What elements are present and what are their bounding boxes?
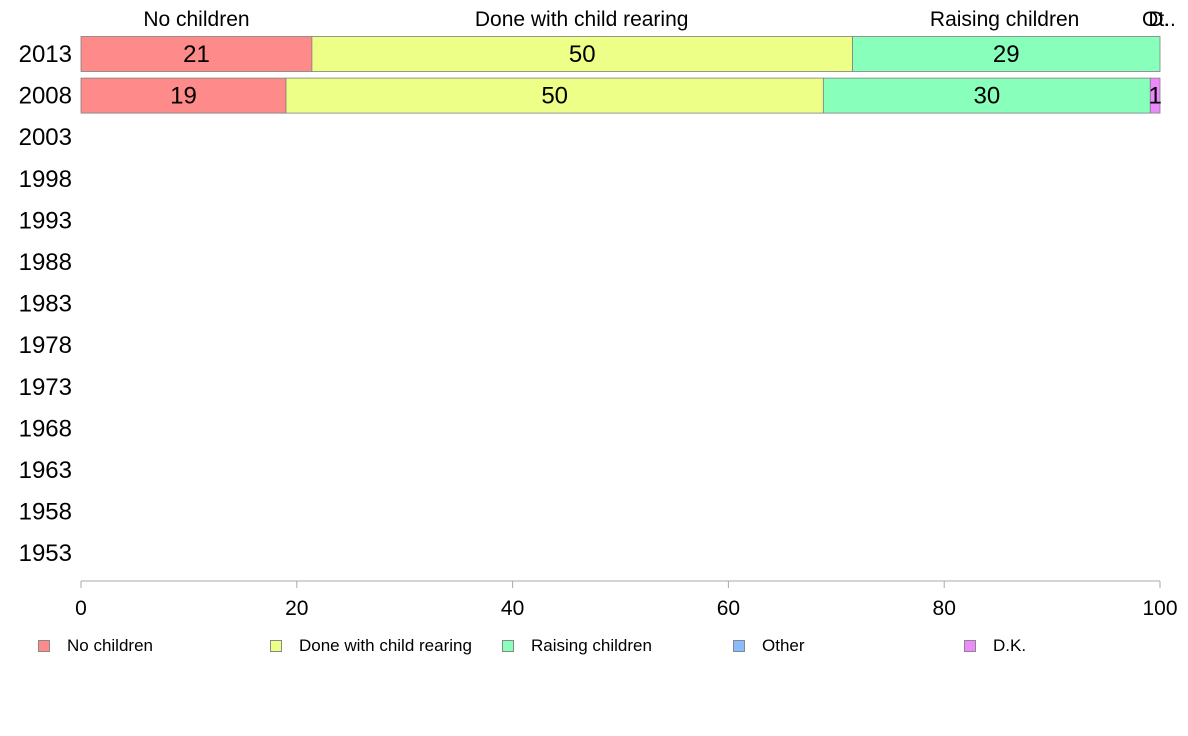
x-tick-label: 100 <box>1142 597 1177 620</box>
category-label: 1978 <box>19 332 72 359</box>
x-tick-label: 20 <box>285 597 308 620</box>
legend-label: D.K. <box>993 636 1027 655</box>
bar-segment <box>311 36 853 72</box>
data-label: 19 <box>170 83 197 110</box>
bar-segment <box>852 36 1161 72</box>
legend-swatch-other <box>733 640 745 652</box>
category-label: 1958 <box>19 499 72 526</box>
category-label: 1988 <box>19 249 72 276</box>
category-label: 1963 <box>19 457 72 484</box>
legend-item-no-children: No children <box>38 636 153 656</box>
category-label: 1953 <box>19 540 72 567</box>
legend-label: Raising children <box>531 636 652 655</box>
segment-top-label: Done with child rearing <box>475 8 689 31</box>
legend-swatch-no-children <box>38 640 50 652</box>
category-label: 2008 <box>19 83 72 110</box>
data-label: 30 <box>973 83 1000 110</box>
segment-top-label: No children <box>143 8 249 31</box>
segment-top-label: D. <box>1148 8 1169 31</box>
data-label: 21 <box>183 41 210 68</box>
legend-label: Done with child rearing <box>299 636 472 655</box>
category-label: 1983 <box>19 291 72 318</box>
x-tick-label: 60 <box>717 597 740 620</box>
x-tick-label: 40 <box>501 597 524 620</box>
data-label: 50 <box>541 83 568 110</box>
bar-segment <box>80 36 313 72</box>
legend-item-raising-children: Raising children <box>502 636 652 656</box>
legend-item-dk: D.K. <box>964 636 1026 656</box>
category-label: 1993 <box>19 207 72 234</box>
legend-label: No children <box>67 636 153 655</box>
x-tick-label: 0 <box>75 597 87 620</box>
segment-top-label: Ot.. <box>1142 8 1176 31</box>
category-label: 1998 <box>19 166 72 193</box>
data-label: 1 <box>1148 83 1161 110</box>
data-label: 50 <box>569 41 596 68</box>
legend-swatch-dk <box>964 640 976 652</box>
category-label: 1973 <box>19 374 72 401</box>
x-tick-label: 80 <box>933 597 956 620</box>
bar-segment <box>1149 77 1161 114</box>
legend-item-other: Other <box>733 636 805 656</box>
legend-swatch-done-with-child-rearing <box>270 640 282 652</box>
legend: No children Done with child rearing Rais… <box>0 636 1188 656</box>
legend-swatch-raising-children <box>502 640 514 652</box>
category-label: 2003 <box>19 124 72 151</box>
legend-item-done-with-child-rearing: Done with child rearing <box>270 636 472 656</box>
category-label: 1968 <box>19 415 72 442</box>
bar-segment <box>80 77 287 114</box>
bar-segment <box>285 77 824 114</box>
segment-top-label: Raising children <box>930 8 1079 31</box>
legend-label: Other <box>762 636 805 655</box>
data-label: 29 <box>993 41 1020 68</box>
category-label: 2013 <box>19 41 72 68</box>
bar-segment <box>822 77 1151 114</box>
